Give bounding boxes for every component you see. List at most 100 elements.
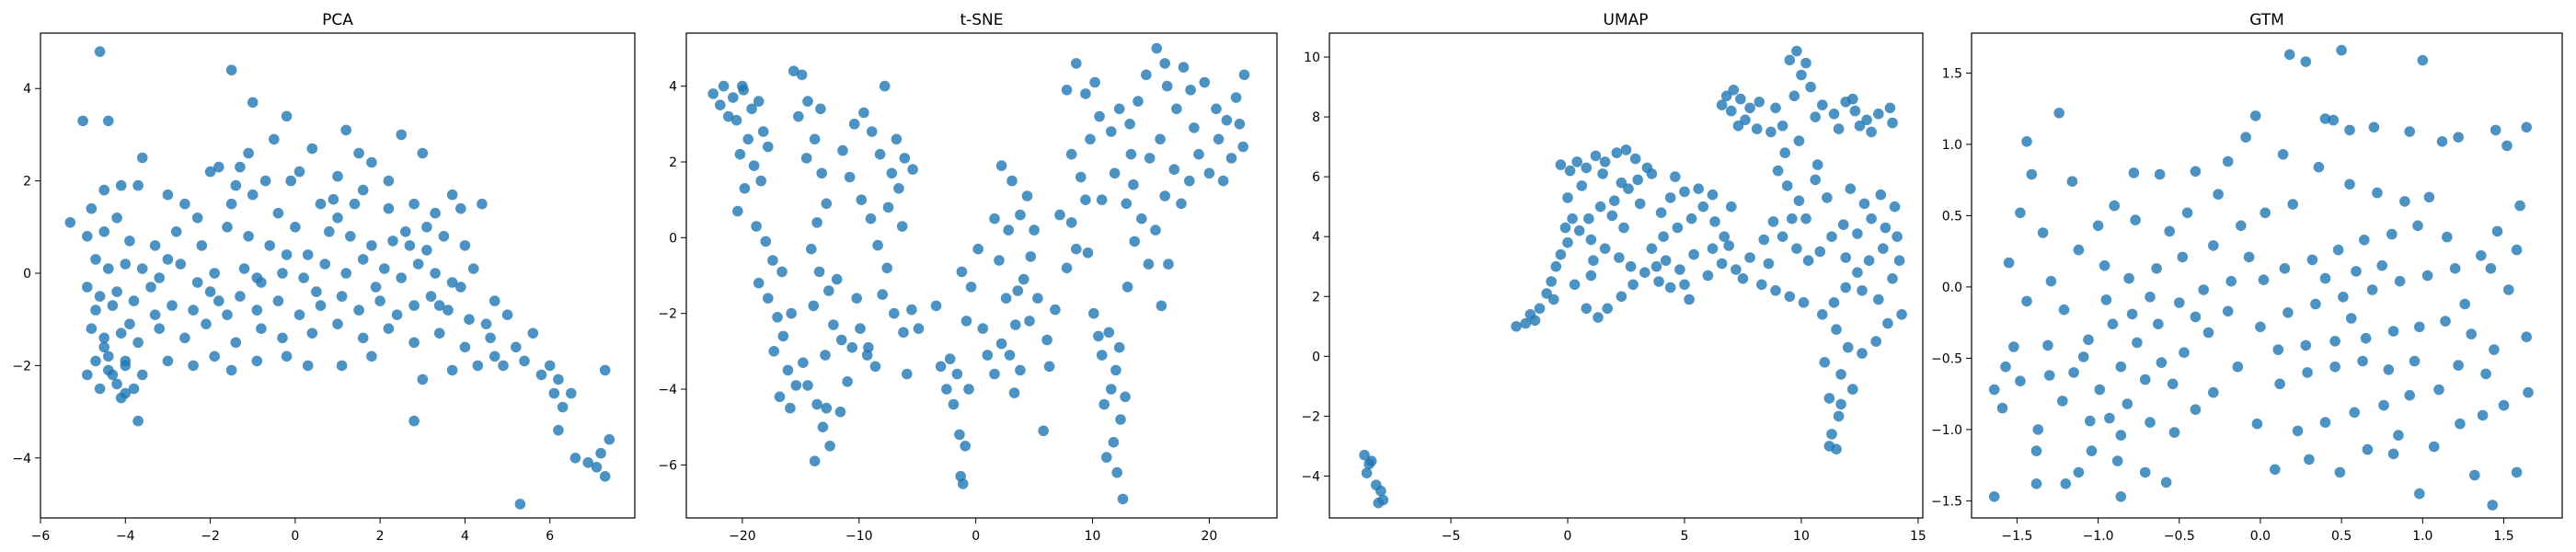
data-point: [1828, 297, 1840, 308]
data-point: [324, 226, 335, 237]
data-point: [1071, 243, 1082, 255]
data-point: [1731, 264, 1742, 275]
data-point: [404, 240, 416, 251]
data-point: [2359, 234, 2370, 246]
y-axis: −4 −2 0 2 4 6 8 10: [1301, 51, 1329, 484]
data-point: [760, 236, 772, 247]
data-point: [2030, 445, 2042, 456]
data-point: [1988, 491, 2000, 502]
data-point: [1238, 69, 1250, 81]
data-point: [94, 46, 106, 57]
data-point: [1810, 111, 1821, 122]
data-point: [2109, 200, 2120, 212]
data-point: [396, 129, 408, 141]
data-point: [2213, 189, 2224, 200]
data-point: [272, 207, 284, 219]
data-point: [595, 447, 606, 459]
subplot-gtm: GTM −1.5 −1.0 −0.5 0.0 0.5 1.0 1.5 −1.5 −1.0 −0.5…: [1931, 11, 2563, 544]
data-point: [179, 198, 190, 210]
data-point: [209, 351, 220, 362]
data-point: [566, 387, 577, 399]
data-point: [1015, 209, 1026, 221]
data-point: [1793, 195, 1805, 206]
x-tick-label: 4: [461, 529, 469, 544]
y-axis: −4 −2 0 2 4: [12, 82, 40, 466]
data-point: [1588, 255, 1599, 267]
data-point: [989, 368, 1000, 380]
data-point: [259, 175, 271, 187]
data-point: [345, 230, 356, 242]
y-tick-label: 0.5: [1942, 209, 1962, 224]
data-point: [1113, 341, 1125, 353]
data-point: [930, 300, 942, 312]
data-point: [2243, 251, 2255, 263]
data-point: [1826, 231, 1837, 242]
data-point: [1567, 213, 1578, 224]
data-point: [2057, 396, 2068, 407]
data-point: [1751, 123, 1763, 134]
x-tick-label: 2: [376, 529, 385, 544]
data-point: [311, 286, 322, 297]
data-point: [1548, 293, 1559, 305]
data-point: [1041, 334, 1052, 346]
data-point: [1709, 216, 1720, 227]
x-tick-label: 0: [1564, 529, 1572, 544]
data-point: [1716, 258, 1728, 270]
data-point: [1550, 260, 1562, 272]
data-point: [1583, 213, 1594, 224]
data-point: [544, 360, 556, 372]
data-point: [2156, 357, 2168, 368]
data-point: [848, 119, 860, 130]
data-point: [1359, 449, 1370, 461]
data-point: [1861, 114, 1872, 126]
data-point: [2487, 500, 2498, 511]
y-tick-label: −6: [658, 458, 677, 473]
data-point: [383, 202, 395, 214]
data-point: [485, 332, 496, 344]
data-point: [1873, 293, 1884, 305]
data-point: [995, 338, 1007, 350]
data-point: [1693, 183, 1704, 194]
data-point: [2368, 121, 2380, 133]
data-point: [2523, 386, 2534, 398]
data-point: [2300, 339, 2312, 351]
data-point: [2225, 275, 2237, 287]
data-point: [272, 295, 284, 306]
data-point: [865, 213, 877, 224]
data-point: [315, 300, 327, 311]
data-point: [1106, 126, 1117, 137]
data-point: [1159, 58, 1170, 69]
data-point: [2498, 399, 2510, 411]
data-point: [115, 179, 127, 191]
data-point: [213, 161, 224, 173]
data-point: [98, 184, 109, 196]
data-point: [835, 334, 847, 346]
data-point: [374, 295, 385, 306]
data-point: [2404, 126, 2415, 137]
data-point: [2126, 308, 2138, 320]
data-point: [281, 110, 293, 122]
data-point: [1646, 243, 1658, 255]
data-point: [1828, 109, 1840, 120]
data-point: [1025, 251, 1037, 262]
y-tick-label: 0: [669, 231, 677, 246]
data-point: [881, 262, 892, 274]
data-point: [149, 309, 161, 321]
data-point: [2514, 200, 2525, 212]
data-point: [2111, 455, 2123, 466]
data-point: [1050, 304, 1061, 316]
data-point: [1363, 458, 1374, 470]
data-point: [136, 263, 148, 274]
data-point: [1852, 228, 1863, 239]
data-point: [776, 266, 788, 278]
data-point: [1071, 58, 1082, 69]
data-point: [2139, 374, 2151, 385]
data-point: [1646, 168, 1658, 179]
data-point: [2099, 259, 2110, 271]
data-point: [1629, 153, 1641, 165]
data-point: [256, 323, 267, 335]
data-point: [2376, 259, 2387, 271]
data-point: [2073, 466, 2085, 478]
data-point: [2399, 196, 2410, 207]
data-point: [1061, 262, 1073, 274]
